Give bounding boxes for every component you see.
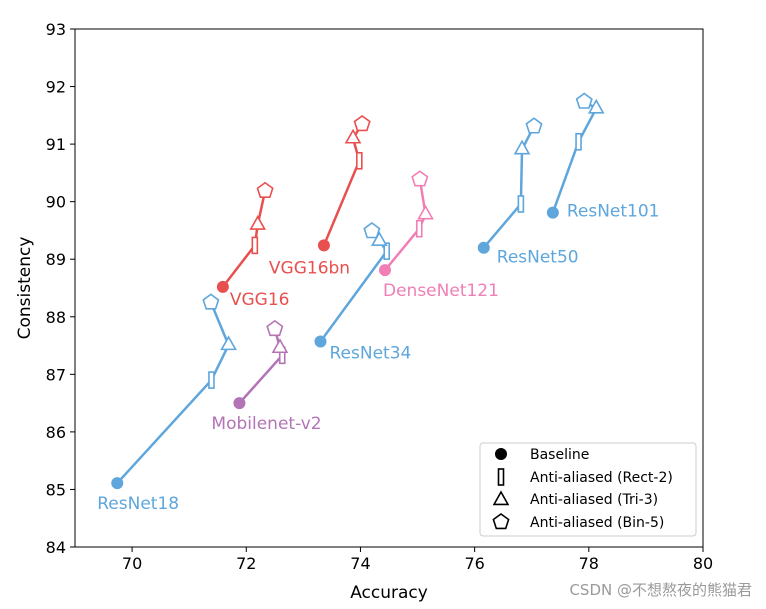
y-tick-label-85: 85: [46, 480, 66, 499]
y-tick-label-92: 92: [46, 78, 66, 97]
point-bin5-resnet50: [525, 117, 543, 134]
tick-marks: 70 72 74 76 78 80 84 85 86 87 88 89 90 91 92 93: [46, 20, 714, 573]
series-vgg16: [216, 181, 274, 293]
y-tick-label-89: 89: [46, 250, 66, 269]
series-resnet50: [477, 117, 543, 254]
point-bin5-densenet121: [411, 170, 429, 187]
plot-frame: [74, 28, 704, 548]
label-resnet101: ResNet101: [567, 202, 660, 222]
point-tri3-mobilenet-v2: [271, 338, 289, 354]
legend-label-baseline: Baseline: [530, 447, 589, 463]
point-rect2-resnet50: [517, 195, 525, 213]
point-rect2-resnet101: [575, 133, 582, 151]
point-tri3-resnet101: [587, 98, 605, 114]
x-tick-label-74: 74: [350, 554, 370, 573]
y-tick-label-88: 88: [46, 308, 66, 327]
point-baseline-vgg16bn: [317, 239, 330, 252]
y-tick-label-84: 84: [46, 538, 66, 557]
point-baseline-resnet50: [477, 241, 490, 254]
point-baseline-vgg16: [216, 280, 229, 293]
point-baseline-mobilenet-v2: [233, 397, 246, 410]
point-rect2-resnet34: [383, 242, 391, 260]
y-tick-label-87: 87: [46, 365, 66, 384]
legend: Baseline Anti-aliased (Rect-2) Anti-alia…: [479, 442, 697, 537]
series-mobilenet-v2: [233, 319, 289, 410]
series-line-resnet18: [116, 301, 230, 484]
point-tri3-resnet50: [513, 139, 531, 155]
series-line-vgg16: [221, 190, 267, 288]
label-mobilenet-v2: Mobilenet-v2: [211, 414, 321, 434]
point-rect2-vgg16bn: [356, 152, 363, 170]
point-tri3-resnet18: [220, 335, 237, 351]
point-bin5-resnet34: [363, 222, 381, 239]
y-tick-label-93: 93: [46, 20, 66, 39]
legend-box: [479, 442, 697, 537]
label-densenet121: DenseNet121: [383, 281, 499, 301]
series-resnet101: [546, 92, 605, 219]
point-tri3-resnet34: [370, 231, 388, 247]
label-resnet18: ResNet18: [97, 494, 179, 514]
point-rect2-resnet18: [208, 371, 215, 389]
y-tick-label-86: 86: [46, 423, 66, 442]
series-resnet34: [314, 222, 391, 348]
point-bin5-resnet101: [575, 92, 593, 109]
label-vgg16bn: VGG16bn: [269, 258, 350, 278]
point-tri3-vgg16: [249, 215, 267, 230]
point-bin5-resnet18: [202, 293, 220, 310]
legend-marker-triangle: [492, 490, 510, 506]
y-tick-label-91: 91: [46, 135, 66, 154]
point-tri3-densenet121: [417, 204, 434, 220]
watermark: CSDN @不想熬夜的熊猫君: [569, 581, 752, 599]
legend-label-bin5: Anti-aliased (Bin-5): [530, 515, 664, 531]
x-tick-label-70: 70: [122, 554, 142, 573]
point-baseline-resnet18: [111, 477, 124, 490]
legend-label-tri3: Anti-aliased (Tri-3): [530, 492, 658, 508]
x-tick-label-76: 76: [464, 554, 484, 573]
point-bin5-mobilenet-v2: [266, 319, 284, 337]
series-densenet121: [379, 170, 434, 277]
y-axis-label: Consistency: [15, 237, 35, 340]
x-axis-label: Accuracy: [350, 583, 428, 603]
series-group: [111, 92, 605, 490]
point-bin5-vgg16: [256, 181, 274, 198]
series-resnet18: [111, 293, 237, 490]
x-tick-label-80: 80: [693, 554, 713, 573]
legend-marker-circle: [495, 448, 507, 460]
legend-label-rect2: Anti-aliased (Rect-2): [530, 470, 673, 486]
series-vgg16bn: [317, 114, 371, 252]
y-tick-label-90: 90: [46, 193, 66, 212]
point-tri3-vgg16bn: [344, 128, 362, 144]
model-labels: ResNet18 ResNet34 ResNet50 ResNet101 VGG16 VG…: [97, 202, 659, 515]
point-rect2-vgg16: [251, 236, 259, 255]
label-vgg16: VGG16: [230, 290, 290, 310]
legend-marker-pentagon: [492, 513, 510, 530]
point-bin5-vgg16bn: [353, 114, 371, 132]
point-rect2-densenet121: [415, 219, 423, 238]
label-resnet50: ResNet50: [497, 248, 579, 268]
point-baseline-resnet101: [546, 206, 559, 219]
series-line-resnet50: [482, 125, 536, 249]
x-tick-label-78: 78: [579, 554, 599, 573]
x-tick-label-72: 72: [236, 554, 256, 573]
point-baseline-densenet121: [379, 264, 392, 277]
label-resnet34: ResNet34: [329, 344, 411, 364]
point-baseline-resnet34: [314, 335, 327, 348]
legend-markers: [492, 448, 510, 530]
legend-marker-rect: [497, 468, 505, 486]
